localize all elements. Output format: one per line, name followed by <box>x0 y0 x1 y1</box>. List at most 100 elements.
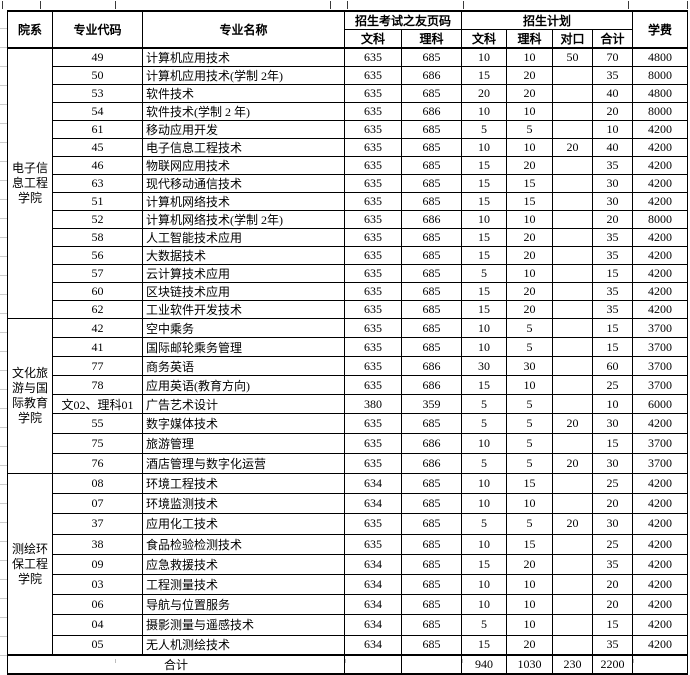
heji-cell: 35 <box>592 634 634 656</box>
page-wenke-cell: 635 <box>344 192 402 211</box>
page-like-cell: 685 <box>400 47 463 67</box>
plan-like-cell: 10 <box>506 264 554 283</box>
plan-wenke-cell: 15 <box>461 246 508 265</box>
plan-wenke-cell: 15 <box>461 375 508 395</box>
duikou-cell <box>552 594 594 616</box>
duikou-cell <box>552 246 594 265</box>
plan-wenke-cell: 15 <box>461 553 508 575</box>
major-name-cell: 环境监测技术 <box>142 493 345 515</box>
major-name-cell: 国际邮轮乘务管理 <box>142 337 345 357</box>
page-wenke-cell: 635 <box>344 318 402 338</box>
major-code-cell: 57 <box>52 264 143 283</box>
plan-wenke-cell: 15 <box>461 634 508 656</box>
plan-wenke-cell: 15 <box>461 66 508 85</box>
tuition-cell: 4200 <box>632 413 689 434</box>
major-name-cell: 广告艺术设计 <box>142 394 345 414</box>
heji-cell: 35 <box>592 156 634 175</box>
heji-cell: 30 <box>592 192 634 211</box>
heji-cell: 30 <box>592 453 634 474</box>
plan-like-cell: 20 <box>506 246 554 265</box>
duikou-cell <box>552 375 594 395</box>
page-like-cell: 685 <box>400 634 463 656</box>
page-like-cell: 685 <box>400 553 463 575</box>
page-like-cell: 685 <box>400 594 463 616</box>
major-name-cell: 软件技术(学制 2 年) <box>142 102 345 121</box>
tuition-cell: 4200 <box>632 573 689 596</box>
plan-wenke-cell: 10 <box>461 493 508 515</box>
table-row: 文化旅游与国际教育学院 42 空中乘务 635 685 10 5 15 3700 <box>7 318 689 474</box>
duikou-cell <box>552 300 594 319</box>
duikou-cell <box>552 192 594 211</box>
plan-like-cell: 5 <box>506 120 554 139</box>
tuition-cell: 3700 <box>632 453 689 474</box>
page-like-cell: 685 <box>400 120 463 139</box>
heji-cell: 20 <box>592 102 634 121</box>
spreadsheet-left-gutter <box>0 10 7 660</box>
duikou-cell: 20 <box>552 513 594 535</box>
duikou-cell <box>552 210 594 229</box>
duikou-cell <box>552 433 594 454</box>
table-row: 63 现代移动通信技术 635 685 15 15 30 4200 <box>8 174 689 193</box>
plan-like-cell: 20 <box>506 84 554 103</box>
heji-cell: 15 <box>592 318 634 338</box>
plan-like-cell: 5 <box>506 453 554 474</box>
major-name-cell: 电子信息工程技术 <box>142 138 345 157</box>
tuition-cell: 4200 <box>632 634 689 656</box>
major-name-cell: 软件技术 <box>142 84 345 103</box>
major-name-cell: 数字媒体技术 <box>142 413 345 434</box>
major-name-cell: 导航与位置服务 <box>142 594 345 616</box>
page-wenke-cell: 635 <box>344 120 402 139</box>
duikou-cell <box>552 533 594 555</box>
table-header: 院系 专业代码 专业名称 招生考试之友页码 招生计划 学费 文科 理科 文科 理… <box>7 10 689 49</box>
major-name-cell: 酒店管理与数字化运营 <box>142 453 345 474</box>
page-like-cell: 685 <box>400 282 463 301</box>
major-code-cell: 08 <box>52 472 143 495</box>
heji-cell: 35 <box>592 66 634 85</box>
table-row: 37 应用化工技术 635 685 5 5 20 30 4200 <box>8 513 689 535</box>
table-row: 78 应用英语(教育方向) 635 686 15 10 25 3700 <box>8 375 689 395</box>
table-footer: 合计 940 1030 230 2200 <box>7 654 689 675</box>
plan-wenke-cell: 30 <box>461 356 508 376</box>
table-row: 61 移动应用开发 635 685 5 5 10 4200 <box>8 120 689 139</box>
major-code-cell: 46 <box>52 156 143 175</box>
tuition-cell: 4200 <box>632 533 689 555</box>
heji-cell: 20 <box>592 210 634 229</box>
heji-cell: 15 <box>592 264 634 283</box>
tuition-cell: 4200 <box>632 228 689 247</box>
department-cell: 测绘环保工程学院 <box>7 473 53 656</box>
heji-cell: 30 <box>592 513 634 535</box>
plan-wenke-cell: 5 <box>461 413 508 434</box>
page-like-cell: 685 <box>400 156 463 175</box>
tuition-cell: 4200 <box>632 300 689 319</box>
plan-wenke-cell: 15 <box>461 300 508 319</box>
tuition-cell: 4200 <box>632 264 689 283</box>
major-code-cell: 04 <box>52 614 143 636</box>
table-row: 测绘环保工程学院 08 环境工程技术 634 685 10 15 25 4200 <box>7 472 689 656</box>
major-code-cell: 09 <box>52 553 143 575</box>
major-name-cell: 物联网应用技术 <box>142 156 345 175</box>
duikou-cell <box>552 174 594 193</box>
plan-wenke-cell: 10 <box>461 472 508 495</box>
page-like-cell: 685 <box>400 84 463 103</box>
plan-wenke-cell: 5 <box>461 120 508 139</box>
tuition-cell: 3700 <box>632 375 689 395</box>
major-name-cell: 大数据技术 <box>142 246 345 265</box>
plan-wenke-cell: 15 <box>461 282 508 301</box>
cropped-gridline <box>628 1 629 9</box>
heji-cell: 15 <box>592 614 634 636</box>
header-page-like: 理科 <box>400 29 463 49</box>
total-plan-like: 1030 <box>506 654 554 675</box>
page-like-cell: 685 <box>400 513 463 535</box>
cropped-gridline <box>330 1 331 9</box>
plan-wenke-cell: 15 <box>461 192 508 211</box>
plan-wenke-cell: 10 <box>461 47 508 67</box>
major-name-cell: 云计算技术应用 <box>142 264 345 283</box>
plan-like-cell: 5 <box>506 337 554 357</box>
major-name-cell: 摄影测量与遥感技术 <box>142 614 345 636</box>
plan-like-cell: 15 <box>506 472 554 495</box>
table-row: 62 工业软件开发技术 635 685 15 20 35 4200 <box>8 300 689 319</box>
page-wenke-cell: 634 <box>344 594 402 616</box>
total-page-like <box>400 654 463 675</box>
plan-wenke-cell: 5 <box>461 394 508 414</box>
duikou-cell <box>552 394 594 414</box>
